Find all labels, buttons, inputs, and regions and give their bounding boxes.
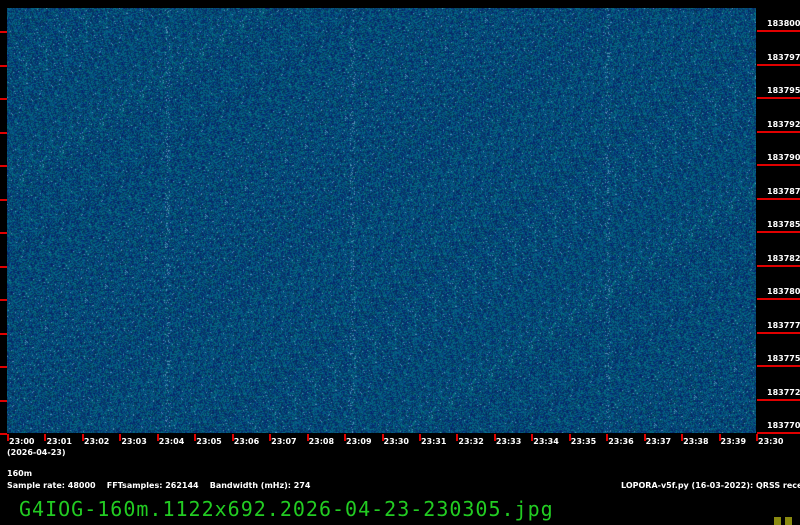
freq-label: 1838000 — [767, 19, 800, 28]
band-label: 160m — [7, 469, 33, 478]
time-tick — [456, 434, 459, 441]
time-tick — [81, 434, 84, 441]
time-tick — [418, 434, 421, 441]
time-tick — [44, 434, 47, 441]
freq-label: 1837925 — [767, 119, 800, 129]
time-tick — [756, 434, 758, 441]
time-tick — [718, 434, 721, 441]
left-tick — [0, 399, 7, 402]
time-tick — [643, 434, 646, 441]
freq-label: 1837850 — [767, 220, 800, 229]
time-label: 23:01 — [46, 437, 72, 446]
freq-label: 1837750 — [767, 354, 800, 363]
parameters-label: Sample rate: 48000 FFTsamples: 262144 Ba… — [7, 481, 311, 490]
freq-label: 1837875 — [767, 186, 800, 196]
left-tick — [0, 64, 7, 67]
time-tick — [231, 434, 234, 441]
left-tick — [0, 299, 7, 301]
software-label: LOPORA-v5f.py (16-03-2022): QRSS recepti… — [621, 481, 800, 490]
freq-gridline — [757, 331, 800, 334]
freq-label: 1837825 — [767, 253, 800, 263]
time-label: 23:39 — [720, 437, 747, 446]
left-tick — [0, 31, 7, 33]
time-label: 23:03 — [121, 437, 147, 446]
left-tick — [0, 433, 7, 435]
status-square — [774, 517, 781, 525]
freq-gridline — [757, 365, 800, 367]
freq-gridline — [757, 63, 800, 66]
freq-gridline — [757, 432, 800, 434]
time-tick — [568, 434, 571, 441]
time-tick — [606, 434, 609, 441]
freq-gridline — [757, 197, 800, 200]
time-label: 23:09 — [346, 437, 372, 446]
freq-gridline — [757, 130, 800, 133]
time-tick — [493, 434, 496, 441]
time-label: 23:31 — [420, 437, 447, 446]
freq-label: 1837800 — [767, 287, 800, 296]
freq-gridline — [757, 30, 800, 32]
freq-label: 1837725 — [767, 387, 800, 397]
time-label: 23:36 — [608, 437, 634, 446]
time-label: 23:04 — [158, 437, 185, 446]
time-tick — [344, 434, 347, 441]
time-tick — [7, 434, 9, 441]
status-square — [785, 517, 792, 525]
left-tick — [0, 98, 7, 100]
time-label: 23:05 — [196, 437, 222, 446]
time-tick — [531, 434, 534, 441]
time-label: 23:00 — [9, 437, 35, 446]
date-label: (2026-04-23) — [7, 448, 66, 457]
time-label: 23:07 — [271, 437, 297, 446]
freq-label: 1837700 — [767, 421, 800, 430]
freq-label: 1837975 — [767, 52, 800, 62]
time-label: 23:38 — [683, 437, 709, 446]
left-tick — [0, 165, 7, 167]
time-tick — [681, 434, 684, 441]
left-tick — [0, 198, 7, 201]
time-label: 23:34 — [533, 437, 559, 446]
time-label: 23:30 — [383, 437, 409, 446]
left-tick — [0, 332, 7, 335]
time-label: 23:35 — [570, 437, 597, 446]
freq-label: 1837950 — [767, 86, 800, 95]
left-tick — [0, 131, 7, 134]
spectrogram-waterfall — [7, 8, 756, 433]
freq-label: 1837775 — [767, 320, 800, 330]
left-tick — [0, 232, 7, 234]
freq-gridline — [757, 398, 800, 401]
time-label: 23:37 — [645, 437, 672, 446]
freq-gridline — [757, 97, 800, 99]
time-label: 23:32 — [458, 437, 484, 446]
freq-gridline — [757, 298, 800, 300]
time-label: 23:06 — [233, 437, 260, 446]
freq-gridline — [757, 264, 800, 267]
time-tick — [269, 434, 272, 441]
time-tick — [119, 434, 122, 441]
left-tick — [0, 366, 7, 368]
filename-label: G4IOG-160m.1122x692.2026-04-23-230305.jp… — [19, 497, 554, 521]
freq-gridline — [757, 164, 800, 166]
time-tick — [381, 434, 384, 441]
time-tick — [306, 434, 309, 441]
time-label: 23:30 — [758, 437, 784, 446]
freq-gridline — [757, 231, 800, 233]
left-tick — [0, 265, 7, 268]
freq-label: 1837900 — [767, 153, 800, 162]
time-label: 23:08 — [308, 437, 335, 446]
time-tick — [156, 434, 159, 441]
time-label: 23:33 — [495, 437, 522, 446]
time-tick — [194, 434, 197, 441]
time-label: 23:02 — [83, 437, 110, 446]
